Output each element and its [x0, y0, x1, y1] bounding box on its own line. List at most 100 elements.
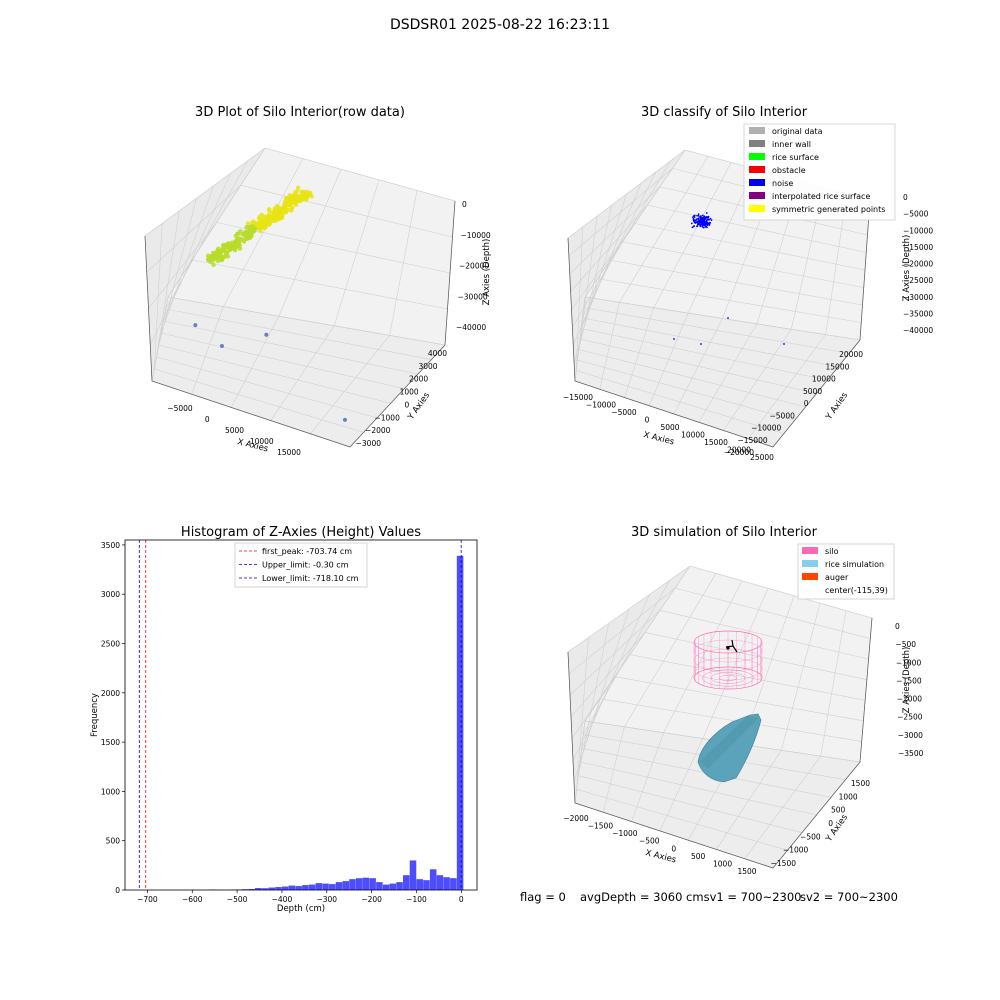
silo-floor-ring: [719, 675, 737, 681]
histogram-bar: [275, 887, 282, 890]
noise-point: [693, 225, 695, 228]
x-tick-label: −700: [137, 895, 158, 904]
grid-line: [154, 368, 364, 433]
tick-label: 0: [645, 416, 650, 425]
data-point: [282, 204, 287, 209]
tick-label: −500: [800, 832, 821, 841]
tick-label: 2000: [409, 375, 428, 384]
histogram-bar: [349, 879, 356, 890]
grid-line: [571, 654, 631, 739]
grid-line: [567, 149, 686, 239]
plot-frame: [124, 539, 478, 891]
rice-mesh-line: [706, 717, 756, 767]
grid-line: [191, 306, 224, 395]
axes-box-3d: [144, 147, 456, 448]
tick-label: 10000: [681, 431, 705, 440]
legend-label: rice simulation: [825, 560, 884, 569]
tick-label: 15000: [704, 438, 728, 447]
data-point: [237, 236, 242, 241]
data-point: [225, 254, 231, 259]
grid-line: [574, 296, 586, 382]
data-points: [673, 212, 785, 345]
grid-line: [583, 580, 670, 735]
data-point: [263, 219, 268, 225]
noise-point: [692, 217, 695, 220]
noise-point: [710, 219, 713, 222]
grid-line: [624, 573, 717, 728]
axis-line: [144, 200, 456, 448]
grid-line: [158, 344, 391, 404]
histogram-bar: [315, 883, 323, 890]
tick-label: 1000: [839, 792, 858, 801]
grid-line: [578, 775, 803, 833]
flag-text: flag = 0: [520, 890, 566, 904]
histogram-bar: [423, 880, 430, 890]
tick-label: 15000: [826, 362, 850, 371]
grid-line: [570, 632, 646, 717]
grid-line: [569, 610, 661, 696]
grid-line: [634, 223, 866, 271]
histogram-bar: [295, 886, 302, 890]
histogram-bar: [436, 875, 444, 890]
histogram-bars: [210, 555, 464, 890]
noise-point: [709, 217, 712, 220]
tick-label: 10000: [812, 375, 836, 384]
chart-histogram: Histogram of Z-Axies (Height) Values −70…: [90, 525, 478, 914]
grid-line: [582, 317, 839, 368]
chart-title: 3D classify of Silo Interior: [641, 105, 808, 120]
grid-line: [570, 204, 648, 292]
grid-line: [569, 186, 661, 274]
noise-point: [700, 221, 702, 224]
grid-line: [597, 278, 862, 323]
grid-line: [148, 222, 217, 309]
histogram-bar: [369, 878, 376, 890]
grid-line: [240, 184, 453, 238]
data-point: [247, 229, 253, 234]
tick-label: 500: [831, 806, 846, 815]
histogram-bar: [302, 885, 309, 890]
histogram-bar: [403, 875, 410, 890]
grid-line: [149, 259, 193, 345]
grid-line: [572, 241, 623, 328]
tick-label: −1500: [896, 676, 922, 685]
histogram-bar: [288, 885, 296, 890]
grid-line: [264, 147, 456, 202]
tick-label: 0: [828, 819, 833, 828]
noise-point: [783, 343, 785, 345]
data-point: [245, 221, 251, 226]
tick-label: −1500: [588, 822, 614, 831]
y-axis-label: Frequency: [90, 693, 100, 737]
grid-line: [163, 320, 418, 375]
grid-line: [622, 241, 864, 288]
legend: first_peak: -703.74 cm Upper_limit: -0.30…: [234, 542, 368, 588]
tick-label: −30000: [458, 292, 488, 301]
data-point: [211, 262, 216, 268]
tick-label: −30000: [903, 293, 933, 302]
data-point: [210, 258, 215, 263]
histogram-bar: [450, 878, 457, 890]
grid-line: [165, 308, 432, 360]
rice-mesh-line: [707, 717, 759, 769]
grid-line: [572, 676, 616, 760]
data-point: [287, 193, 292, 198]
data-point: [246, 235, 252, 240]
data-point: [232, 239, 238, 245]
noise-point: [707, 216, 710, 219]
histogram-bar: [329, 884, 336, 890]
tick-label: 3000: [418, 362, 437, 371]
noise-point: [694, 222, 697, 224]
tick-label: −10000: [751, 424, 781, 433]
data-point: [267, 208, 272, 214]
noise-point: [673, 338, 675, 340]
y-tick-label: 3000: [101, 590, 120, 599]
data-point: [216, 256, 222, 261]
x-tick-label: −200: [361, 895, 382, 904]
tick-label: 5000: [803, 387, 822, 396]
tick-label: 500: [691, 852, 706, 861]
x-axis-label: X Axies: [642, 430, 675, 447]
tick-label: −20000: [903, 260, 933, 269]
grid-line: [579, 761, 817, 816]
legend-swatch: [749, 205, 765, 212]
noise-point: [696, 225, 699, 228]
outlier-point: [342, 417, 347, 422]
